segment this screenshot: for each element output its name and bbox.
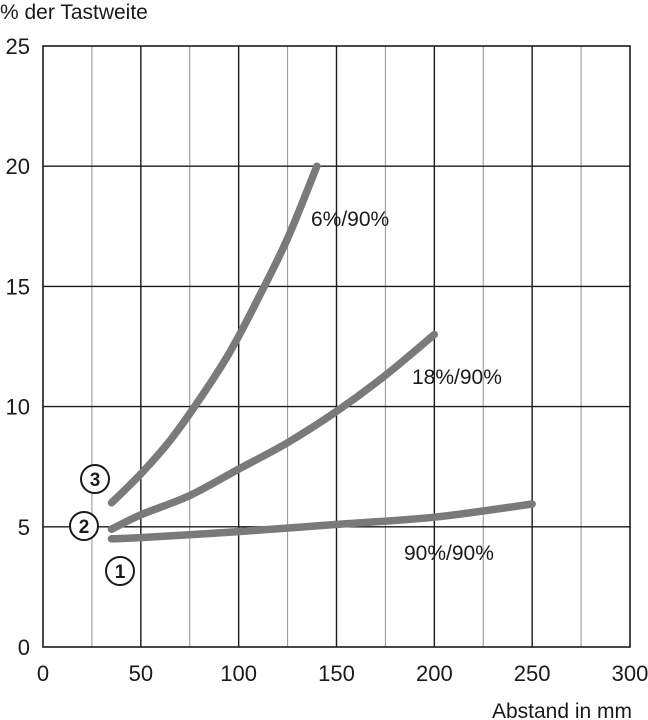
y-tick-label: 10: [6, 395, 30, 420]
series-marker-circle: [80, 464, 110, 494]
series-marker: 3: [80, 464, 110, 494]
y-tick-label: 25: [6, 34, 30, 59]
y-axis-title: % der Tastweite: [0, 1, 148, 24]
x-tick-label: 300: [612, 661, 648, 686]
y-tick-label: 0: [18, 635, 30, 660]
x-tick-label: 150: [318, 661, 355, 686]
y-tick-label: 5: [18, 515, 30, 540]
series-marker-number: 3: [90, 470, 101, 491]
minor-grid: [91, 46, 582, 647]
series-marker-circle: [105, 556, 135, 586]
series-label: 6%/90%: [311, 208, 389, 231]
series-layer: 90%/90% 1 18%/90% 2 6%/90% 3: [69, 162, 536, 586]
series-marker-number: 2: [79, 517, 90, 538]
series-marker-circle: [69, 511, 99, 541]
y-tick-labels: 0 5 10 15 20 25: [6, 34, 30, 660]
x-tick-labels: 0 50 100 150 200 250 300: [37, 661, 648, 686]
x-tick-label: 250: [514, 661, 551, 686]
x-tick-label: 50: [129, 661, 153, 686]
series-marker-number: 1: [115, 562, 126, 583]
y-tick-label: 15: [6, 274, 30, 299]
series-label: 18%/90%: [412, 366, 502, 389]
x-axis-title: Abstand in mm: [492, 700, 632, 720]
series-line: [107, 330, 439, 533]
series-marker: 2: [69, 511, 99, 541]
series-line: [107, 500, 536, 543]
x-tick-label: 100: [220, 661, 257, 686]
major-grid: [43, 46, 630, 647]
y-tick-label: 20: [6, 154, 30, 179]
series-line: [107, 162, 321, 507]
series-marker: 1: [105, 556, 135, 586]
x-tick-label: 0: [37, 661, 49, 686]
x-tick-label: 200: [416, 661, 453, 686]
series-label: 90%/90%: [404, 542, 494, 565]
plot-frame: [42, 45, 631, 648]
